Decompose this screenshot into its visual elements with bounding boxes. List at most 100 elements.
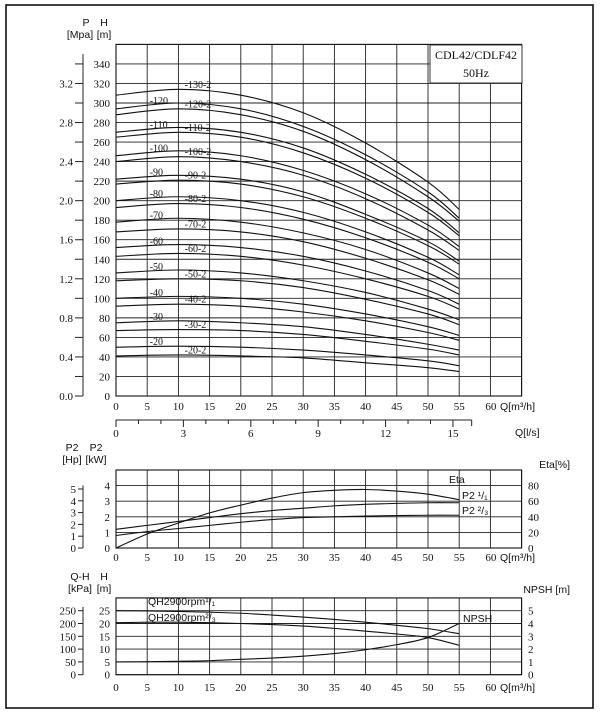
curve-label: P2 ¹/₁ [462,490,488,502]
x-tick-label: 60 [485,682,497,694]
head-curve-100 [115,150,460,248]
x-tick-label: 45 [391,401,403,413]
head-curve-70 [115,217,460,290]
power-curve [115,502,460,530]
y-tick-label: 300 [94,98,111,110]
eta-axis-label: Eta[%] [539,459,570,471]
plot-border [115,469,523,549]
y-tick-label: 200 [94,196,111,208]
y-tick-label: 220 [94,176,111,188]
head-curve-80 [115,196,460,276]
y-tick-label: 60 [99,332,111,344]
qh-kpa-axis-label: Q-H [70,571,89,583]
x-tick-label: 20 [235,552,247,564]
head-chart: 0 5 10 15 20 25 30 35 40 45 50 55 600204060801001201… [59,43,523,440]
x-tick-label: 15 [204,552,216,564]
x-tick-label: 0 [113,401,119,413]
x-tick-label: 50 [423,552,435,564]
curve-label: -60-2 [185,244,207,255]
x-tick-label: 30 [298,552,310,564]
qh-curve [115,621,460,646]
x-tick-label: 5 [144,552,150,564]
curve-label: NPSH [463,613,492,625]
y-tick-label: 15 [99,631,111,643]
curve-label: -120-2 [185,99,212,110]
head-curve-60-2 [115,252,460,310]
flow-ls-tick-label: 15 [447,428,459,440]
x-tick-label: 30 [298,682,310,694]
power-hp-axis-label: P2 [66,442,79,454]
head-curve-20-2 [115,354,460,373]
head-curve-120-2 [115,108,460,222]
qh-kpa-tick-label: 100 [60,644,77,656]
x-tick-label: 60 [485,401,497,413]
x-tick-label: 40 [360,552,372,564]
head-axis-label: H [100,17,108,29]
curve-label: -50 [150,262,163,273]
power-flow-axis-label: Q[m³/h] [500,552,535,564]
eta-tick-label: 40 [528,512,540,524]
eta-tick-label: 0 [528,543,534,555]
curve-label: -40 [150,288,163,299]
x-tick-label: 25 [267,401,279,413]
x-tick-label: 35 [329,552,341,564]
head-curve-110-2 [115,131,460,237]
npsh-curve [115,622,460,663]
curve-label: Eta [449,474,465,486]
title-box [429,44,523,84]
npsh-axis-label: NPSH [m] [523,584,570,596]
x-tick-label: 25 [267,682,279,694]
qh-head-axis-label: H [100,571,108,583]
x-tick-label: 45 [391,552,403,564]
x-tick-label: 40 [360,401,372,413]
x-tick-label: 15 [204,401,216,413]
x-tick-label: 10 [173,552,185,564]
pressure-tick-label: 3.2 [59,78,73,90]
flow-ls-tick-label: 6 [248,428,254,440]
head-curve-80-2 [115,203,460,280]
power-hp-tick-label: 2 [71,519,77,531]
x-tick-label: 15 [204,682,216,694]
y-tick-label: 20 [99,619,111,631]
curve-label: -90-2 [185,171,207,182]
y-tick-label: 2 [105,512,111,524]
y-tick-label: 80 [99,313,111,325]
pressure-tick-label: 2.8 [59,118,73,130]
power-hp-tick-label: 5 [71,484,77,496]
curve-label: -40-2 [185,295,207,306]
head-curve-50-2 [115,278,460,326]
curve-label: -70 [150,210,163,221]
x-tick-label: 25 [267,552,279,564]
y-tick-label: 10 [99,644,111,656]
chart-title: CDL42/CDLF42 [435,48,517,62]
head-curve-40-2 [115,303,460,341]
qh-kpa-tick-label: 150 [60,631,77,643]
pressure-tick-label: 0.4 [59,352,73,364]
eta-tick-label: 60 [528,496,540,508]
qh-kpa-tick-label: 250 [60,606,77,618]
x-tick-label: 20 [235,401,247,413]
power-hp-tick-label: 0 [71,543,77,555]
y-tick-label: 320 [94,78,111,90]
y-tick-label: 0 [105,543,111,555]
npsh-tick-label: 4 [528,619,534,631]
x-tick-label: 35 [329,682,341,694]
x-tick-label: 30 [298,401,310,413]
x-tick-label: 20 [235,682,247,694]
pressure-tick-label: 0.8 [59,313,73,325]
head-curve-30-2 [115,329,460,356]
curve-label: -80 [150,189,163,200]
head-curve-110 [115,126,460,234]
power-curve [115,514,460,537]
qh-flow-axis-label: Q[m³/h] [500,682,535,694]
y-tick-label: 40 [99,352,111,364]
y-tick-label: 20 [99,371,111,383]
qh-curve [115,610,460,635]
head-curve-130-2 [115,88,460,210]
npsh-tick-label: 1 [528,657,534,669]
curve-label: -110-2 [185,123,211,134]
head-curve-40 [115,295,460,336]
curve-label: QH2900rpm²/₃ [148,612,216,624]
npsh-tick-label: 2 [528,644,534,656]
